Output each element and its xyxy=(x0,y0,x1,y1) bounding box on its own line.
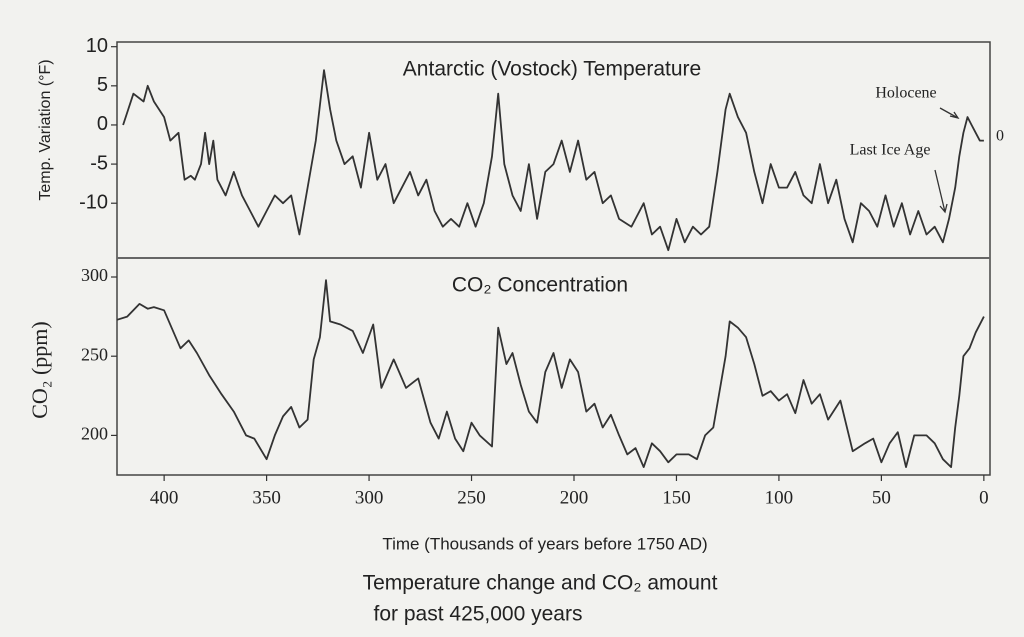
panel-title: CO₂ Concentration xyxy=(452,274,628,297)
panel-title: Antarctic (Vostock) Temperature xyxy=(403,58,701,81)
data-line xyxy=(116,279,985,468)
x-axis-label: Time (Thousands of years before 1750 AD) xyxy=(382,534,707,553)
caption: for past 425,000 years xyxy=(374,603,583,626)
y-tick-label: 0 xyxy=(97,113,108,135)
x-tick-label: 100 xyxy=(765,487,794,508)
data-line xyxy=(122,69,984,252)
annotation: 0 xyxy=(996,128,1004,145)
y-tick-label: 5 xyxy=(97,74,108,96)
y-tick-label: 10 xyxy=(86,35,108,57)
y-tick-label: 250 xyxy=(81,344,108,364)
arrow xyxy=(934,169,948,214)
x-tick-label: 50 xyxy=(872,487,891,508)
x-tick-label: 150 xyxy=(662,487,691,508)
x-tick-label: 0 xyxy=(979,487,989,508)
x-tick-label: 300 xyxy=(355,487,384,508)
arrow xyxy=(939,107,960,120)
caption: Temperature change and CO₂ amount xyxy=(363,572,718,595)
y-tick-label: 300 xyxy=(81,265,108,285)
x-tick-label: 200 xyxy=(560,487,589,508)
x-tick-label: 350 xyxy=(252,487,281,508)
y-tick-label: 200 xyxy=(81,424,108,444)
y-tick-label: -10 xyxy=(79,191,108,213)
annotation: Last Ice Age xyxy=(850,142,931,159)
x-tick-label: 400 xyxy=(150,487,179,508)
y-axis-label: CO₂ (ppm) xyxy=(27,321,52,419)
annotation: Holocene xyxy=(875,85,936,102)
y-tick-label: -5 xyxy=(90,152,108,174)
y-axis-label: Temp. Variation (°F) xyxy=(37,59,54,200)
x-tick-label: 250 xyxy=(457,487,486,508)
